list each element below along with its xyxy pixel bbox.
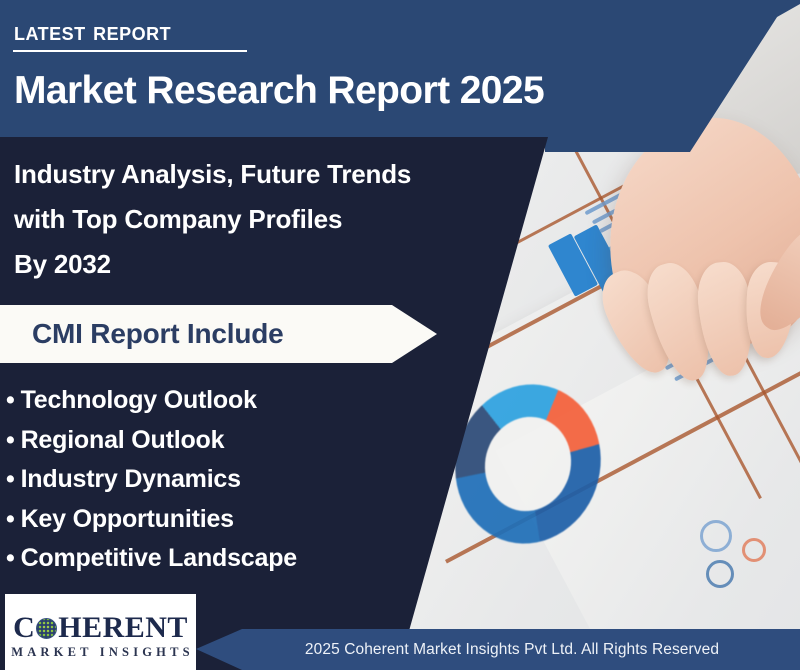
bullet-icon: • (6, 386, 15, 414)
bullet-icon: • (6, 544, 15, 572)
list-item: • Industry Dynamics (6, 460, 297, 500)
subtitle-line-3: By 2032 (14, 249, 111, 279)
bullet-icon: • (6, 425, 15, 454)
subtitle-block: Industry Analysis, Future Trends with To… (14, 152, 411, 287)
logo-tagline: MARKET INSIGHTS (11, 644, 194, 659)
printed-ring (742, 538, 766, 562)
list-item-label: Industry Dynamics (20, 465, 241, 493)
report-includes-list: • Technology Outlook • Regional Outlook • I… (6, 381, 297, 579)
bullet-icon: • (6, 504, 15, 533)
list-item: • Key Opportunities (6, 500, 297, 540)
subtitle-line-2: with Top Company Profiles (14, 204, 343, 234)
list-item-label: Competitive Landscape (20, 544, 298, 572)
arrow-banner: CMI Report Include (0, 305, 437, 363)
list-item-label: Key Opportunities (20, 504, 234, 533)
list-item-label: Regional Outlook (20, 425, 225, 454)
subtitle-line-1: Industry Analysis, Future Trends (14, 159, 412, 189)
bullet-icon: • (6, 465, 15, 493)
list-item-label: Technology Outlook (20, 386, 257, 414)
logo-name-before: C (13, 610, 36, 644)
copyright-text: 2025 Coherent Market Insights Pvt Ltd. A… (304, 640, 720, 658)
arrow-banner-label: CMI Report Include (32, 318, 284, 349)
list-item: • Competitive Landscape (6, 539, 297, 579)
list-item: • Technology Outlook (6, 381, 297, 421)
kicker-label: Latest Report (14, 18, 172, 46)
page-title: Market Research Report 2025 (14, 69, 545, 112)
printed-ring (700, 520, 732, 552)
footer-bar: 2025 Coherent Market Insights Pvt Ltd. A… (196, 629, 800, 670)
globe-icon (36, 618, 58, 639)
kicker-underline (13, 50, 247, 52)
logo-wordmark: C HERENT (13, 610, 188, 644)
logo-name-after: HERENT (58, 610, 188, 644)
printed-ring (706, 560, 734, 588)
list-item: • Regional Outlook (6, 421, 297, 461)
company-logo: C HERENT MARKET INSIGHTS (5, 594, 196, 670)
